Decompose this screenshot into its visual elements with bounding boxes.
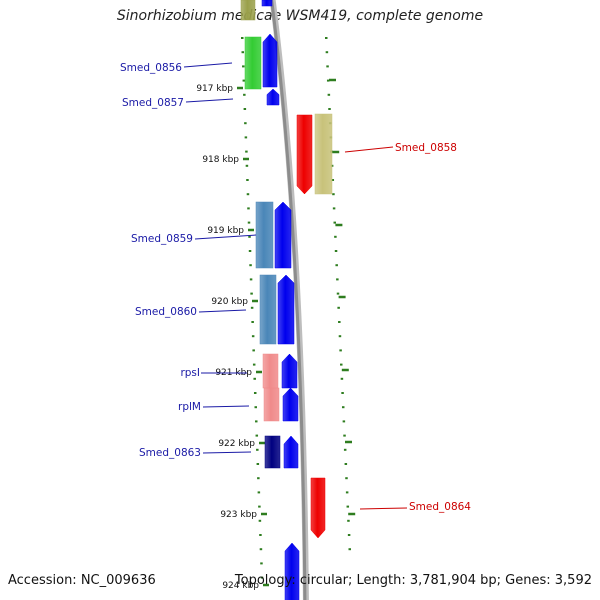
gene-bar: [240, 0, 256, 21]
gene-bar: [259, 274, 277, 345]
backbone: [269, 0, 309, 600]
cds-arrow: [296, 114, 313, 195]
map-title: Sinorhizobium medicae WSM419, complete g…: [116, 8, 484, 24]
kbp-label: 920 kbp: [211, 297, 248, 307]
gene-label: Smed_0860: [135, 306, 197, 318]
gene-label: Smed_0858: [395, 142, 457, 154]
gene-bar: [244, 36, 262, 90]
gene-label: Smed_0863: [139, 447, 201, 459]
gene-bar: [314, 113, 333, 195]
cds-arrow: [266, 88, 280, 106]
leader-line: [359, 507, 408, 510]
gene-label: Smed_0856: [120, 62, 182, 74]
cds-arrow: [284, 542, 300, 600]
leader-line: [198, 309, 247, 313]
gene-label: rplM: [178, 401, 201, 413]
label-leaders: [183, 62, 408, 510]
cds-arrow: [262, 33, 278, 88]
leader-line: [185, 98, 234, 103]
kbp-label: 919 kbp: [207, 226, 244, 236]
cds-arrow: [277, 274, 295, 345]
leader-line: [344, 146, 394, 153]
leader-line: [194, 234, 257, 240]
kbp-label: 923 kbp: [220, 510, 257, 520]
kbp-label: 922 kbp: [218, 439, 255, 449]
gene-features: [240, 0, 333, 600]
leader-line: [202, 405, 250, 408]
kbp-label: 917 kbp: [196, 84, 233, 94]
cds-arrow: [283, 435, 299, 469]
gene-bar: [262, 353, 279, 389]
backbone-line: [270, 0, 307, 600]
cds-arrow: [281, 353, 298, 389]
gene-label: Smed_0864: [409, 501, 471, 513]
gene-label: Smed_0859: [131, 233, 193, 245]
topology-summary: Topology: circular; Length: 3,781,904 bp…: [234, 573, 592, 588]
cds-arrow: [261, 0, 273, 7]
gene-bar: [263, 387, 280, 422]
leader-line: [183, 62, 233, 68]
gene-bar: [264, 435, 281, 469]
gene-label: Smed_0857: [122, 97, 184, 109]
gene-bar: [255, 201, 274, 269]
kbp-label: 924 kbp: [222, 581, 259, 591]
leader-line: [202, 451, 252, 454]
tick-marks: [237, 37, 356, 587]
cds-arrow: [274, 201, 292, 269]
cds-arrow: [310, 477, 326, 539]
gene-labels: Smed_0856 Smed_0857 Smed_0858 Smed_0859 Smed…: [120, 62, 471, 513]
gene-label: rpsI: [180, 367, 200, 379]
cds-arrow: [282, 387, 299, 422]
accession-text: Accession: NC_009636: [8, 573, 156, 588]
kbp-label: 918 kbp: [202, 155, 239, 165]
